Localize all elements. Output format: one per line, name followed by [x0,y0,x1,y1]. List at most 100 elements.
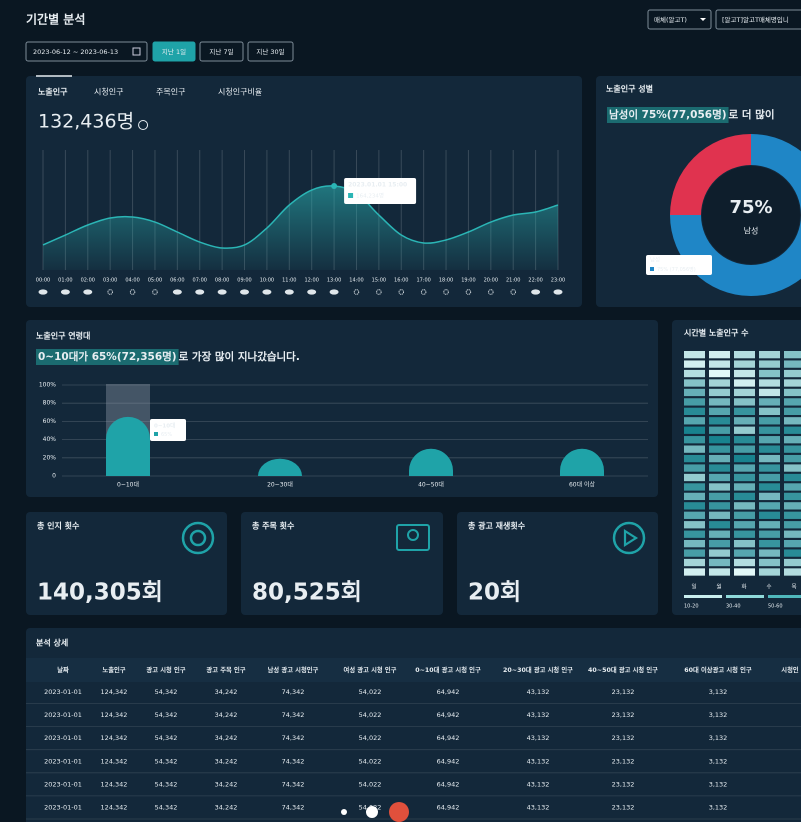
table-cell: 54,342 [155,780,178,788]
hour-label: 13:00 [327,278,341,284]
column-label: 화 [741,584,746,591]
heat-cell [709,568,730,576]
heat-cell [684,521,705,529]
table-cell: 64,942 [437,780,460,788]
table-cell: 124,342 [101,711,128,719]
table-cell: 54,022 [359,711,382,719]
heat-cell [759,445,780,453]
column-label: 월 [716,583,721,591]
table-cell: 23,132 [612,711,635,719]
heat-cell [684,464,705,472]
tab[interactable]: 시청인구비율 [218,87,262,97]
heat-cell [734,426,755,434]
heat-cell [734,360,755,368]
kpi-icon [623,528,639,548]
table-header-bg [26,658,801,682]
page-dot[interactable] [389,802,409,822]
period-button-label[interactable]: 지난 1일 [162,47,186,56]
heat-cell [709,483,730,491]
hour-label: 03:00 [103,278,117,284]
legend-swatch [650,267,654,271]
heat-cell [684,511,705,519]
hour-label: 18:00 [439,278,453,284]
heat-cell [784,549,801,557]
table-cell: 34,242 [215,757,238,765]
kpi-title: 총 인지 횟수 [37,521,80,531]
table-header: 60대 이상광고 시청 인구 [684,665,752,674]
age-panel [26,320,658,497]
table-cell: 74,342 [282,734,305,742]
select[interactable] [647,9,712,30]
kpi-value: 80,525회 [252,580,362,606]
heat-cell [759,398,780,406]
table-cell: 64,942 [437,711,460,719]
highlight-bg [607,107,729,123]
table-cell: 43,132 [527,711,550,719]
table-cell: 34,242 [215,688,238,696]
tooltip [344,178,417,204]
hour-label: 02:00 [81,278,95,284]
table-cell: 2023-01-01 [44,688,82,696]
table-header: 시청인 [781,665,799,674]
period-button-label[interactable]: 지난 30일 [256,47,284,56]
period-button[interactable] [247,41,294,62]
heat-cell [759,436,780,444]
date-input[interactable] [25,41,148,62]
period-button[interactable] [152,41,196,62]
heat-cell [709,502,730,510]
tooltip-swatch [348,193,354,198]
weather-icon [329,289,339,295]
table-cell: 2023-01-01 [44,757,82,765]
line [42,185,559,249]
column-label: 목 [791,584,796,591]
heat-cell [709,454,730,463]
heat-cell [684,436,705,444]
select-label[interactable]: 매체(알고T) [654,15,687,24]
bar [560,448,604,476]
heat-cell [709,445,730,453]
tab[interactable]: 주목인구 [156,87,185,97]
page-dot[interactable] [366,806,378,818]
weather-icon [83,289,93,295]
table-cell: 54,342 [155,688,178,696]
kpi-icon [396,524,430,551]
table-cell: 23,132 [612,804,635,812]
heat-cell [734,379,755,387]
table-cell: 3,132 [709,688,728,696]
table-cell: 43,132 [527,734,550,742]
table-cell: 124,342 [101,780,128,788]
heat-cell [709,540,730,548]
heat-cell [784,454,801,463]
select-label[interactable]: [알고T]알고T매체명입니 [722,15,789,24]
period-button-label[interactable]: 지난 7일 [209,47,233,56]
heat-cell [759,540,780,548]
legend-label: 10-20 [684,604,699,610]
hour-label: 14:00 [349,278,363,284]
date-range: 2023-06-12 ~ 2023-06-13 [33,48,118,56]
heat-cell [709,388,730,397]
heat-cell [734,521,755,529]
hour-label: 16:00 [394,278,408,284]
heat-cell [734,436,755,444]
heat-cell [734,502,755,510]
table-cell: 2023-01-01 [44,780,82,788]
heat-cell [759,530,780,538]
weather-icon [553,289,563,295]
tab[interactable]: 시청인구 [94,87,123,97]
select[interactable] [715,9,801,30]
pie-slice [670,134,751,215]
heat-cell [734,454,755,463]
heat-cell [684,530,705,538]
period-button[interactable] [199,41,244,62]
heat-cell [684,369,705,378]
heat-cell [709,473,730,482]
weather-icon [443,289,449,295]
hour-label: 19:00 [461,278,475,284]
tab[interactable]: 노출인구 [38,87,68,97]
heat-cell [759,379,780,387]
panel-title: 노출인구 성별 [606,84,653,94]
weather-icon [195,289,205,295]
heat-cell [684,351,705,359]
page-dot[interactable] [341,809,347,815]
